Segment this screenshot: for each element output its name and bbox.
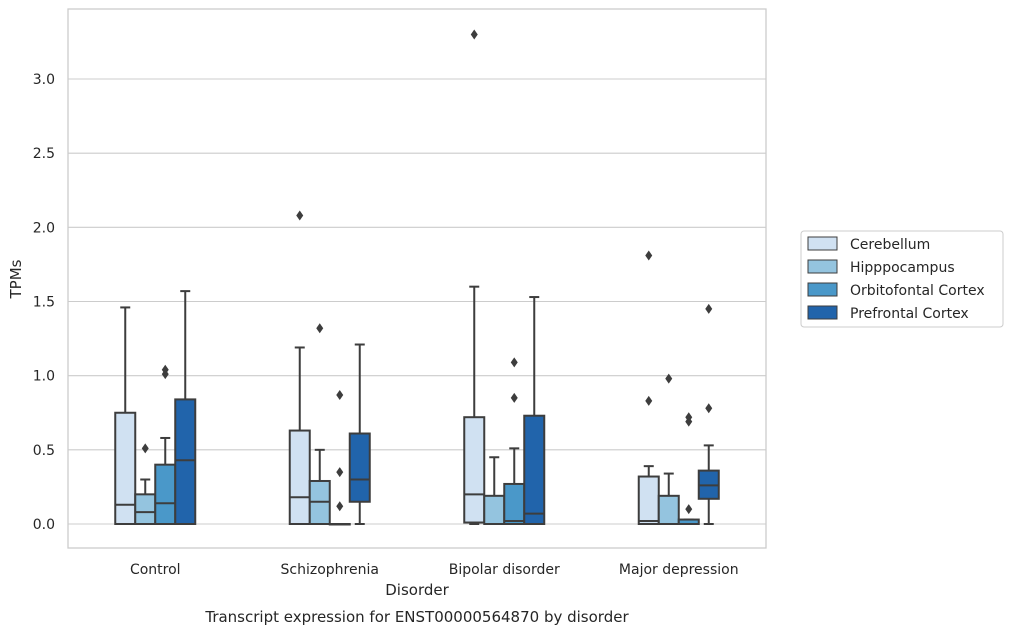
box-body bbox=[154, 463, 177, 525]
box-body bbox=[483, 494, 506, 526]
y-tick-label: 0.5 bbox=[33, 443, 55, 459]
box-hipppocampus bbox=[308, 323, 331, 526]
outlier-point bbox=[336, 501, 344, 512]
x-tick-labels: Control Schizophrenia Bipolar disorder Majo… bbox=[130, 562, 739, 578]
box-cerebellum bbox=[114, 306, 137, 525]
box-cerebellum bbox=[463, 29, 486, 525]
legend: Cerebellum Hipppocampus Orbitofontal Corte… bbox=[800, 230, 1004, 328]
outlier-point bbox=[510, 357, 518, 368]
outlier-point bbox=[685, 504, 693, 515]
legend-label: Orbitofontal Cortex bbox=[850, 283, 985, 299]
box-body bbox=[657, 494, 680, 526]
box-body bbox=[503, 482, 526, 526]
x-axis-label: Disorder bbox=[385, 581, 449, 599]
outlier-point bbox=[705, 403, 713, 414]
legend-swatch bbox=[807, 305, 838, 320]
y-tick-label: 2.5 bbox=[33, 146, 55, 162]
box-orbitofontal-cortex bbox=[154, 364, 177, 525]
x-tick-label: Control bbox=[130, 562, 181, 578]
y-tick-label: 3.0 bbox=[33, 72, 55, 88]
y-tick-label: 1.0 bbox=[33, 369, 55, 385]
legend-swatch bbox=[807, 236, 838, 251]
outlier-point bbox=[141, 443, 149, 454]
legend-label: Cerebellum bbox=[850, 237, 930, 253]
box-body bbox=[348, 432, 371, 503]
box-body bbox=[637, 475, 660, 525]
outlier-point bbox=[336, 467, 344, 478]
x-tick-label: Schizophrenia bbox=[281, 562, 379, 578]
legend-swatch bbox=[807, 282, 838, 297]
y-tick-label: 1.5 bbox=[33, 295, 55, 311]
legend-label: Prefrontal Cortex bbox=[850, 306, 969, 322]
outlier-point bbox=[665, 373, 673, 384]
box-hipppocampus bbox=[483, 456, 506, 526]
plot-frame bbox=[67, 8, 767, 549]
box-hipppocampus bbox=[134, 443, 157, 526]
box-body bbox=[114, 411, 137, 525]
outlier-point bbox=[316, 323, 324, 334]
x-tick-label: Bipolar disorder bbox=[449, 562, 560, 578]
box-orbitofontal-cortex bbox=[677, 412, 700, 525]
outlier-point bbox=[705, 303, 713, 314]
legend-swatch bbox=[807, 259, 838, 274]
outlier-point bbox=[161, 364, 169, 375]
y-axis-label: TPMs bbox=[7, 259, 25, 299]
y-tick-labels: 0.0 0.5 1.0 1.5 2.0 2.5 3.0 bbox=[33, 72, 55, 533]
y-tick-label: 0.0 bbox=[33, 517, 55, 533]
legend-label: Hipppocampus bbox=[850, 260, 955, 276]
y-tick-label: 2.0 bbox=[33, 220, 55, 236]
box-prefrontal-cortex bbox=[523, 296, 546, 526]
outlier-point bbox=[296, 210, 304, 221]
box-body bbox=[463, 416, 486, 524]
chart-caption: Transcript expression for ENST0000056487… bbox=[204, 608, 629, 626]
outlier-point bbox=[685, 412, 693, 423]
x-tick-label: Major depression bbox=[619, 562, 739, 578]
box-prefrontal-cortex bbox=[174, 290, 197, 525]
boxes bbox=[114, 29, 720, 526]
outlier-point bbox=[470, 29, 478, 40]
box-body bbox=[174, 398, 197, 525]
outlier-point bbox=[510, 392, 518, 403]
box-orbitofontal-cortex bbox=[328, 389, 351, 526]
box-prefrontal-cortex bbox=[697, 303, 720, 525]
outlier-point bbox=[645, 395, 653, 406]
box-prefrontal-cortex bbox=[348, 343, 371, 525]
box-body bbox=[134, 493, 157, 526]
box-body bbox=[523, 414, 546, 526]
box-body bbox=[288, 429, 311, 525]
legend-frame bbox=[800, 230, 1004, 328]
outlier-point bbox=[645, 250, 653, 261]
box-cerebellum bbox=[288, 210, 311, 525]
outlier-point bbox=[336, 389, 344, 400]
box-hipppocampus bbox=[657, 373, 680, 526]
